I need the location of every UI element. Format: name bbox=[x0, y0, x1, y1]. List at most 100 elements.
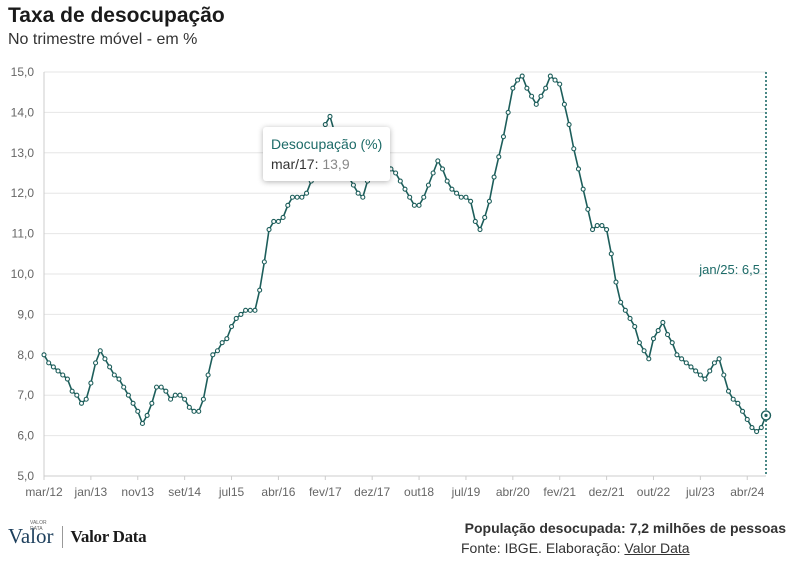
data-point bbox=[571, 146, 577, 152]
data-point bbox=[735, 400, 741, 406]
data-point bbox=[519, 73, 525, 79]
data-point bbox=[350, 182, 356, 188]
data-point bbox=[402, 186, 408, 192]
population-note: População desocupada: 7,2 milhões de pes… bbox=[464, 520, 786, 536]
data-point bbox=[111, 372, 117, 378]
x-tick-label: abr/20 bbox=[496, 485, 530, 499]
data-point bbox=[646, 356, 652, 362]
tooltip-series-name: Desocupação (%) bbox=[271, 136, 383, 152]
data-point bbox=[679, 356, 685, 362]
data-point bbox=[285, 202, 291, 208]
y-tick-label: 6,0 bbox=[17, 429, 34, 443]
data-point bbox=[299, 194, 305, 200]
data-point bbox=[275, 218, 281, 225]
y-axis: 5,0 6,0 7,0 8,0 9,0 10,0 11,0 12,0 13,0 14,0 15,0 bbox=[11, 65, 45, 483]
x-tick-label: set/14 bbox=[168, 485, 201, 499]
data-point bbox=[454, 190, 460, 196]
chart-title: Taxa de desocupação bbox=[8, 4, 225, 27]
data-point bbox=[172, 392, 178, 398]
data-point bbox=[636, 340, 642, 346]
data-point bbox=[660, 319, 666, 326]
data-point bbox=[604, 227, 610, 233]
data-point bbox=[102, 356, 108, 362]
data-point bbox=[168, 396, 174, 402]
data-point bbox=[327, 113, 333, 119]
source-line: Fonte: IBGE. Elaboração: Valor Data bbox=[461, 540, 690, 556]
x-tick-label: jul/23 bbox=[685, 485, 715, 499]
y-tick-label: 15,0 bbox=[11, 65, 35, 79]
data-point bbox=[566, 121, 572, 128]
data-point bbox=[135, 408, 141, 414]
data-point bbox=[740, 408, 746, 414]
data-point bbox=[50, 364, 56, 370]
data-point bbox=[632, 323, 638, 330]
tooltip: Desocupação (%) mar/17: 13,9 bbox=[263, 127, 390, 181]
data-point bbox=[711, 360, 717, 366]
data-point bbox=[228, 323, 235, 330]
data-point bbox=[669, 340, 675, 346]
data-point bbox=[257, 287, 263, 293]
data-point bbox=[430, 170, 436, 176]
x-tick-label: fev/17 bbox=[309, 485, 342, 499]
y-tick-label: 12,0 bbox=[11, 186, 35, 200]
data-point bbox=[622, 307, 628, 313]
data-point bbox=[200, 396, 206, 402]
data-point bbox=[280, 214, 286, 220]
data-point bbox=[182, 396, 188, 402]
data-point bbox=[482, 214, 488, 220]
data-point bbox=[397, 178, 403, 184]
data-point bbox=[533, 101, 539, 107]
data-point bbox=[725, 388, 732, 394]
data-point bbox=[594, 222, 600, 229]
data-point bbox=[744, 416, 750, 422]
x-tick-label: mar/12 bbox=[25, 485, 63, 499]
valor-logo-small-text: VALOR DATA bbox=[30, 520, 47, 532]
data-point bbox=[158, 384, 164, 390]
data-point bbox=[650, 336, 657, 342]
data-point bbox=[458, 194, 464, 200]
data-point bbox=[64, 376, 70, 382]
data-point bbox=[93, 360, 99, 366]
data-point bbox=[618, 299, 624, 305]
source-link[interactable]: Valor Data bbox=[624, 540, 690, 556]
y-tick-label: 10,0 bbox=[11, 267, 35, 281]
data-point bbox=[266, 227, 272, 233]
data-point bbox=[557, 81, 563, 87]
x-axis: mar/12 jan/13 nov13 set/14 jul15 abr/16 fev/17… bbox=[25, 475, 766, 499]
tooltip-value-row: mar/17: 13,9 bbox=[271, 156, 350, 172]
y-tick-label: 13,0 bbox=[11, 146, 35, 160]
data-point bbox=[529, 93, 535, 99]
data-point bbox=[580, 186, 586, 192]
data-point bbox=[153, 384, 160, 390]
data-point bbox=[186, 404, 192, 410]
valordata-logo: Valor Data bbox=[70, 526, 147, 546]
y-tick-label: 9,0 bbox=[17, 307, 34, 321]
data-point bbox=[500, 134, 507, 140]
data-point bbox=[125, 392, 131, 398]
data-point bbox=[303, 190, 310, 196]
data-point bbox=[177, 392, 183, 398]
data-point bbox=[144, 412, 150, 418]
data-point bbox=[693, 368, 699, 374]
data-point bbox=[524, 85, 530, 91]
data-point bbox=[449, 186, 455, 192]
data-point bbox=[425, 182, 431, 188]
data-point bbox=[543, 85, 549, 91]
data-point bbox=[83, 396, 89, 402]
logo-divider bbox=[61, 525, 63, 548]
data-point bbox=[575, 166, 582, 172]
data-point bbox=[355, 190, 361, 196]
data-point bbox=[754, 429, 760, 435]
data-point bbox=[683, 360, 689, 366]
data-point bbox=[510, 85, 516, 91]
data-point bbox=[233, 315, 239, 321]
data-point bbox=[416, 202, 422, 208]
data-point bbox=[97, 348, 103, 354]
x-tick-label: dez/17 bbox=[354, 485, 390, 499]
valor-logo: VALOR DATA Valor bbox=[8, 520, 54, 549]
data-point bbox=[439, 166, 446, 172]
data-point bbox=[561, 101, 567, 107]
data-point bbox=[716, 356, 722, 362]
plot-area bbox=[41, 73, 769, 435]
